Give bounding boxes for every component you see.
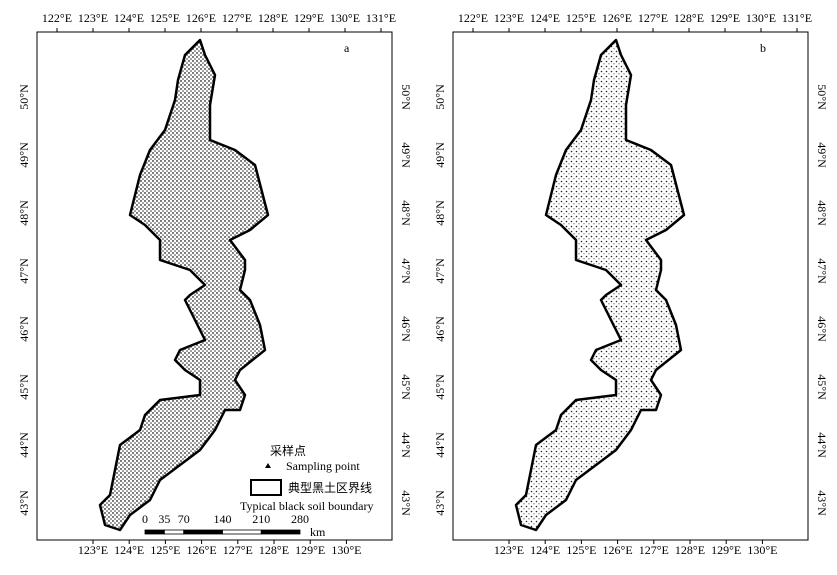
lat-label: 46°N	[399, 316, 413, 342]
scale-label: 0	[142, 512, 148, 526]
lat-label: 47°N	[399, 258, 413, 284]
scale-segment	[222, 529, 262, 535]
lat-label: 43°N	[399, 490, 413, 516]
map-panel: a 122°E 123°E 124°E 125°E 126°E 127°E 128°E 129°…	[17, 11, 413, 557]
scale-segment	[260, 529, 301, 535]
lat-label: 49°N	[17, 142, 31, 168]
lat-label: 45°N	[433, 374, 447, 400]
lat-label: 48°N	[815, 200, 829, 226]
lat-label: 50°N	[17, 84, 31, 110]
lat-label: 44°N	[399, 432, 413, 458]
panel-label: b	[760, 41, 766, 55]
lon-label: 123°E	[494, 11, 524, 25]
lon-label: 124°E	[114, 543, 144, 557]
lon-label: 131°E	[366, 11, 396, 25]
scale-unit: km	[310, 525, 326, 539]
lon-label: 129°E	[295, 543, 325, 557]
legend-label: 采样点	[270, 443, 306, 458]
map-frame	[452, 31, 809, 541]
lat-label: 49°N	[433, 142, 447, 168]
scale-label: 35	[158, 512, 170, 526]
lon-label: 124°E	[530, 11, 560, 25]
lat-label: 44°N	[433, 432, 447, 458]
lon-label: 128°E	[674, 11, 704, 25]
lat-label: 46°N	[815, 316, 829, 342]
scale-label: 70	[178, 512, 190, 526]
legend: 采样点 Sampling point 典型黑土区界线 Typical black…	[240, 443, 373, 513]
legend-symbol	[250, 479, 282, 496]
legend-label: Sampling point	[286, 459, 360, 473]
legend-symbol	[265, 463, 271, 468]
lat-label: 43°N	[17, 490, 31, 516]
lon-label: 127°E	[639, 543, 669, 557]
lon-label: 122°E	[458, 11, 488, 25]
lon-label: 125°E	[150, 11, 180, 25]
region-boundary	[98, 38, 270, 532]
lat-label: 48°N	[17, 200, 31, 226]
scale-segment	[144, 529, 165, 535]
lat-label: 50°N	[399, 84, 413, 110]
scale-label: 210	[252, 512, 270, 526]
lon-label: 123°E	[78, 543, 108, 557]
lon-label: 130°E	[746, 11, 776, 25]
lat-label: 48°N	[399, 200, 413, 226]
lon-label: 129°E	[710, 11, 740, 25]
lon-label: 124°E	[530, 543, 560, 557]
lon-label: 129°E	[294, 11, 324, 25]
panel-label: a	[344, 41, 350, 55]
lat-label: 44°N	[17, 432, 31, 458]
lon-label: 123°E	[78, 11, 108, 25]
scale-label: 140	[214, 512, 232, 526]
lat-label: 49°N	[815, 142, 829, 168]
lat-label: 45°N	[399, 374, 413, 400]
lat-label: 47°N	[815, 258, 829, 284]
map-panel: b 122°E 123°E 124°E 125°E 126°E 127°E 128°E 129°…	[433, 11, 829, 557]
legend-label: Typical black soil boundary	[240, 499, 373, 513]
lon-label: 125°E	[150, 543, 180, 557]
scale-segment	[163, 529, 185, 535]
lon-label: 127°E	[638, 11, 668, 25]
lat-label: 45°N	[17, 374, 31, 400]
region-boundary	[514, 38, 686, 532]
legend-label: 典型黑土区界线	[288, 481, 372, 495]
lon-label: 123°E	[494, 543, 524, 557]
map-frame	[36, 31, 393, 541]
lat-label: 46°N	[433, 316, 447, 342]
lat-label: 46°N	[17, 316, 31, 342]
lat-label: 45°N	[815, 374, 829, 400]
lon-label: 126°E	[603, 543, 633, 557]
lon-label: 125°E	[566, 11, 596, 25]
lon-label: 127°E	[222, 11, 252, 25]
lon-label: 128°E	[258, 11, 288, 25]
lon-label: 130°E	[331, 543, 361, 557]
lon-label: 126°E	[187, 543, 217, 557]
lat-label: 50°N	[433, 84, 447, 110]
lat-label: 43°N	[815, 490, 829, 516]
lat-label: 43°N	[433, 490, 447, 516]
lon-label: 125°E	[566, 543, 596, 557]
lat-label: 48°N	[433, 200, 447, 226]
scale-segment	[183, 529, 223, 535]
lon-label: 122°E	[42, 11, 72, 25]
lat-label: 47°N	[17, 258, 31, 284]
lat-label: 49°N	[399, 142, 413, 168]
scale-label: 280	[291, 512, 309, 526]
lon-label: 124°E	[114, 11, 144, 25]
lon-label: 130°E	[330, 11, 360, 25]
lon-label: 129°E	[711, 543, 741, 557]
lon-label: 128°E	[675, 543, 705, 557]
lon-label: 126°E	[186, 11, 216, 25]
lon-label: 130°E	[747, 543, 777, 557]
lon-label: 128°E	[259, 543, 289, 557]
lon-label: 126°E	[602, 11, 632, 25]
lat-label: 50°N	[815, 84, 829, 110]
lon-label: 127°E	[223, 543, 253, 557]
lon-label: 131°E	[782, 11, 812, 25]
lat-label: 47°N	[433, 258, 447, 284]
lat-label: 44°N	[815, 432, 829, 458]
